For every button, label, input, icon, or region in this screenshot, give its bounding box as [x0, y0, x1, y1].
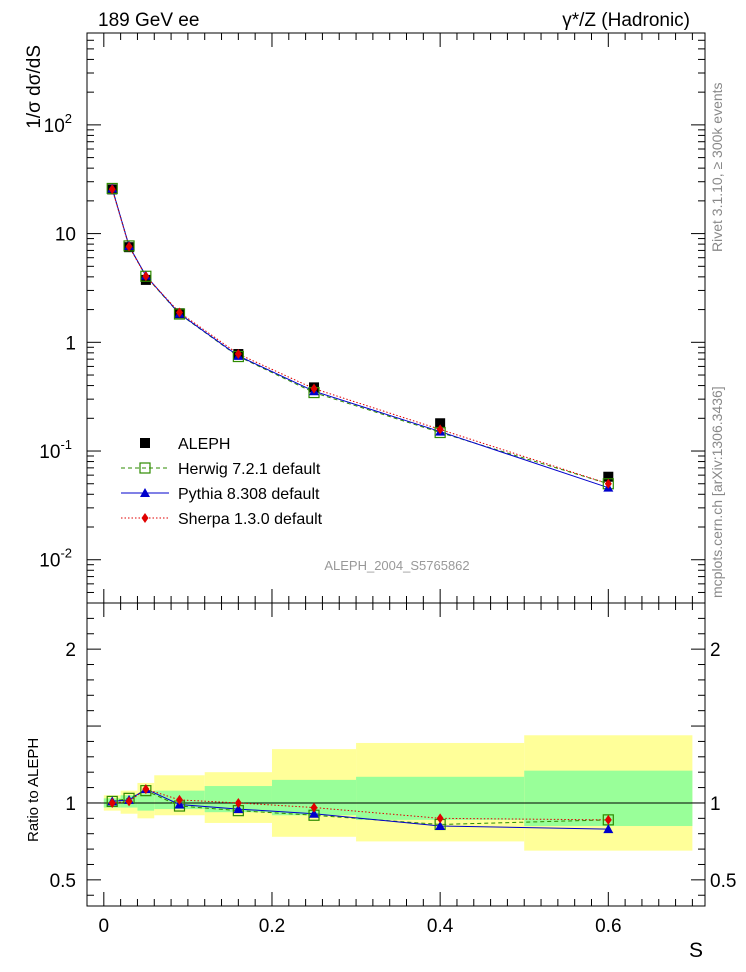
ratio-sherpa-point: [175, 794, 183, 805]
rivet-label: Rivet 3.1.10, ≥ 300k events: [709, 82, 725, 252]
x-tick-label: 0.6: [595, 916, 621, 937]
ratio-pythia-point: [309, 808, 320, 818]
title-left: 189 GeV ee: [98, 10, 199, 31]
sherpa-line: [111, 189, 609, 485]
legend-label-data: ALEPH: [178, 436, 230, 453]
y-tick-label: 102: [44, 111, 72, 137]
sherpa-point: [604, 478, 612, 489]
sherpa-point: [175, 307, 183, 318]
ratio-pythia-point: [233, 804, 244, 814]
legend-marker-data: [140, 438, 150, 448]
ratio-y-tick-label-left: 2: [65, 640, 76, 661]
ratio-panel: 0.5 0.5 1 1 2 2 0 0.2 0.4 0.6: [50, 602, 736, 937]
x-axis-label: S: [689, 939, 703, 962]
y-tick-label: 10-2: [39, 546, 72, 572]
y-tick-exponent: 2: [65, 111, 72, 126]
mcplots-label: mcplots.cern.ch [arXiv:1306.3436]: [709, 386, 725, 598]
ratio-y-tick-label-right: 1: [710, 794, 721, 815]
ratio-sherpa-point: [436, 813, 444, 824]
ratio-pythia-point: [603, 824, 614, 834]
ratio-y-tick-label-left: 0.5: [50, 871, 76, 892]
main-ylabel: 1/σ dσ/dS: [24, 45, 45, 129]
main-panel: 10-2 10-1 1 10 102: [39, 32, 706, 604]
legend-marker-pythia: [140, 488, 150, 497]
sherpa-point: [234, 349, 242, 360]
y-tick-label: 1: [65, 333, 76, 354]
sherpa-point: [125, 241, 133, 252]
watermark-label: ALEPH_2004_S5765862: [324, 558, 469, 573]
ratio-y-tick-label-left: 1: [65, 794, 76, 815]
legend-marker-herwig: [139, 462, 151, 474]
y-tick-label: 10: [55, 225, 76, 246]
x-tick-label: 0.4: [427, 916, 454, 937]
ratio-y-tick-label-right: 0.5: [710, 871, 736, 892]
ratio-pythia-point: [435, 821, 446, 831]
sherpa-point: [108, 184, 116, 195]
title-right: γ*/Z (Hadronic): [562, 10, 690, 31]
sherpa-point: [310, 383, 318, 394]
y-tick-label: 10-1: [39, 437, 72, 463]
ratio-frame: [86, 602, 706, 907]
legend: ALEPH Herwig 7.2.1 default Pythia 8.308 de…: [121, 436, 323, 528]
uncertainty-band-inner: [356, 776, 525, 820]
ratio-y-tick-label-right: 2: [710, 640, 721, 661]
ratio-sherpa-point: [604, 814, 612, 825]
ratio-pythia-line: [112, 788, 609, 830]
x-tick-label: 0: [99, 916, 110, 937]
ratio-sherpa-point: [125, 796, 133, 807]
ratio-sherpa-point: [142, 784, 150, 795]
ratio-sherpa-point: [108, 797, 116, 808]
data-point: [435, 418, 446, 429]
sherpa-point: [436, 424, 444, 435]
legend-marker-sherpa: [141, 513, 149, 523]
x-tick-label: 0.2: [259, 916, 285, 937]
ratio-sherpa-point: [234, 797, 242, 808]
y-tick-exponent: -1: [60, 437, 72, 452]
data-point: [603, 471, 614, 482]
ratio-sherpa-line: [112, 788, 609, 821]
legend-label-herwig: Herwig 7.2.1 default: [178, 461, 321, 478]
uncertainty-band-inner: [137, 793, 155, 811]
sherpa-point: [142, 271, 150, 282]
legend-label-sherpa: Sherpa 1.3.0 default: [178, 511, 323, 528]
legend-label-pythia: Pythia 8.308 default: [178, 486, 320, 503]
ratio-sherpa-point: [310, 802, 318, 813]
ratio-ylabel: Ratio to ALEPH: [25, 738, 42, 842]
y-tick-exponent: -2: [60, 546, 72, 561]
